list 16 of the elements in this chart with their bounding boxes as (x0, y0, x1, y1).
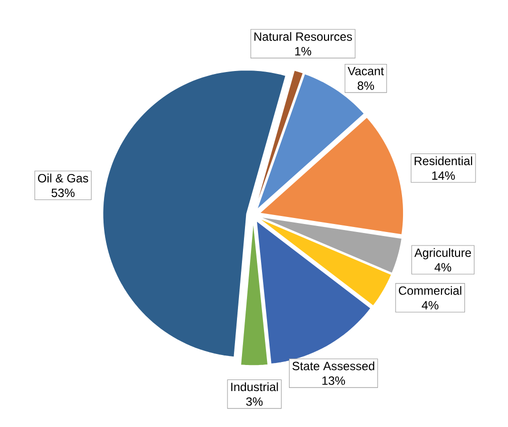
slice-label: Commercial (398, 286, 462, 296)
data-label: 14% (432, 172, 455, 180)
data-label: 3% (246, 397, 263, 406)
slice-label: Natural Resources (254, 32, 352, 41)
slice-label: Oil & Gas (38, 174, 88, 183)
slice-label: Industrial (231, 382, 278, 392)
data-label: 4% (434, 263, 452, 272)
data-label: 53% (52, 188, 75, 198)
slice-label: State Assessed (292, 362, 374, 370)
data-label: 13% (322, 376, 345, 386)
slice-label: Vacant (348, 67, 384, 76)
data-label: 8% (358, 82, 374, 90)
slice-label: Residential (414, 156, 472, 166)
slice-label: Agriculture (414, 248, 471, 260)
data-label: 4% (422, 301, 438, 310)
data-label: 1% (295, 47, 312, 56)
